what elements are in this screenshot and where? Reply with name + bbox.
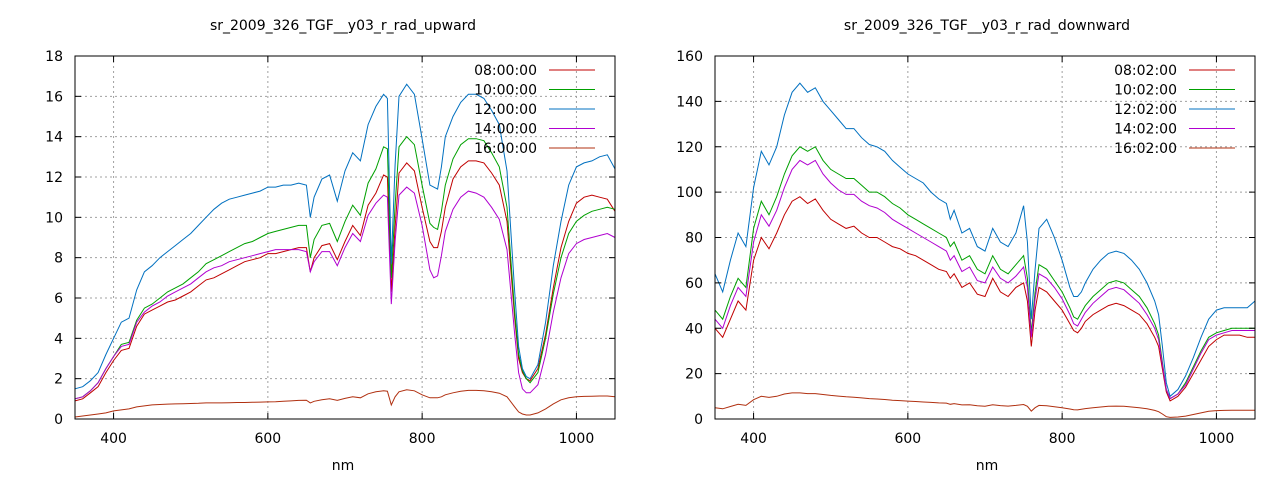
y-tick-label: 8 (54, 251, 63, 267)
y-tick-label: 4 (54, 331, 63, 347)
y-tick-label: 14 (45, 130, 63, 146)
x-tick-label: 600 (894, 431, 921, 447)
y-tick-label: 0 (54, 412, 63, 428)
legend-label: 16:02:00 (1114, 141, 1177, 157)
series-line-140000 (74, 186, 616, 400)
legend-label: 12:02:00 (1114, 102, 1177, 118)
plot-frame (74, 55, 616, 420)
x-tick-label: 400 (740, 431, 767, 447)
y-tick-label: 18 (45, 49, 63, 65)
y-tick-label: 12 (45, 170, 63, 186)
y-tick-label: 40 (685, 321, 703, 337)
y-tick-label: 6 (54, 291, 63, 307)
series-line-120000 (74, 83, 616, 390)
legend-label: 10:02:00 (1114, 83, 1177, 99)
series-line-140200 (714, 159, 1255, 400)
legend: 08:00:00 10:00:00 12:00:00 14:00:00 16:00:00 (474, 63, 595, 157)
x-tick-label: 1000 (1199, 431, 1235, 447)
series-line-160000 (74, 389, 616, 418)
x-tick-label: 800 (1049, 431, 1076, 447)
x-axis-label: nm (976, 458, 999, 474)
legend-label: 08:02:00 (1114, 63, 1177, 79)
series-line-120200 (714, 82, 1256, 398)
y-tick-label: 140 (676, 94, 703, 110)
y-tick-label: 16 (45, 89, 63, 105)
x-tick-label: 400 (100, 431, 127, 447)
chart-title: sr_2009_326_TGF__y03_r_rad_downward (844, 18, 1130, 34)
y-tick-label: 100 (676, 185, 703, 201)
series-line-100200 (714, 146, 1255, 400)
y-tick-label: 2 (54, 372, 63, 388)
axis-ticks: 0 20 40 60 80 100 120 140 160 400 600 800 1000 (676, 49, 1255, 447)
y-tick-label: 60 (685, 276, 703, 292)
series-group (714, 82, 1256, 418)
x-axis-label: nm (332, 458, 355, 474)
chart-title: sr_2009_326_TGF__y03_r_rad_upward (210, 18, 476, 34)
series-group (74, 83, 616, 418)
x-tick-label: 1000 (559, 431, 595, 447)
legend-label: 14:02:00 (1114, 122, 1177, 138)
x-tick-label: 600 (254, 431, 281, 447)
axis-ticks: 0 2 4 6 8 10 12 14 16 18 400 600 800 1000 (45, 49, 615, 447)
legend-label: 16:00:00 (474, 141, 537, 157)
series-line-080200 (714, 196, 1255, 402)
y-tick-label: 120 (676, 140, 703, 156)
series-line-160200 (714, 392, 1255, 418)
y-tick-label: 10 (45, 210, 63, 226)
y-tick-label: 160 (676, 49, 703, 65)
chart-downward: sr_2009_326_TGF__y03_r_rad_downward 0 20 4… (676, 18, 1256, 474)
grid (715, 56, 1255, 419)
x-tick-label: 800 (409, 431, 436, 447)
legend-label: 12:00:00 (474, 102, 537, 118)
series-line-100000 (74, 135, 616, 400)
y-tick-label: 20 (685, 367, 703, 383)
y-tick-label: 0 (694, 412, 703, 428)
series-line-080000 (74, 160, 616, 402)
legend-label: 14:00:00 (474, 122, 537, 138)
legend: 08:02:00 10:02:00 12:02:00 14:02:00 16:02:00 (1114, 63, 1235, 157)
chart-upward: sr_2009_326_TGF__y03_r_rad_upward 0 2 4 6 8 1… (45, 18, 616, 474)
legend-label: 10:00:00 (474, 83, 537, 99)
legend-label: 08:00:00 (474, 63, 537, 79)
y-tick-label: 80 (685, 231, 703, 247)
